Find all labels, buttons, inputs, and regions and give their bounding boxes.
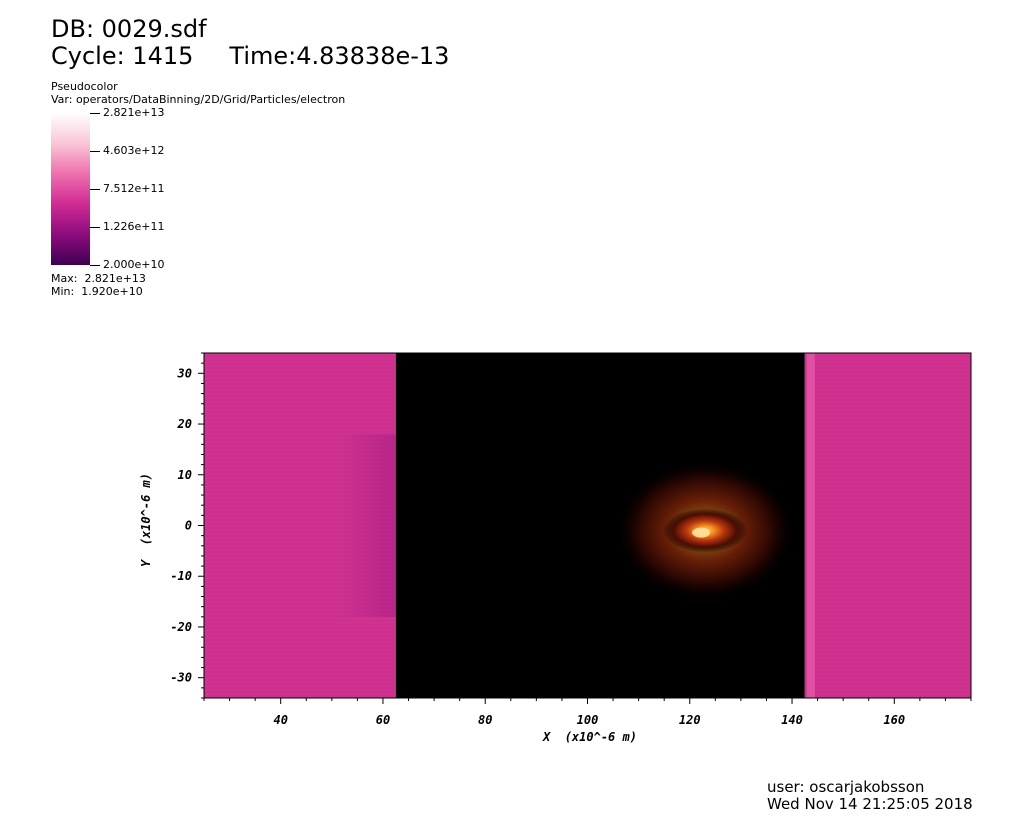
y-tick-label: 20: [177, 417, 192, 431]
heatmap-overlay: [335, 353, 815, 698]
y-tick-label: 0: [185, 519, 192, 533]
y-tick-label: -10: [170, 569, 192, 583]
x-tick-label: 120: [679, 713, 701, 727]
legend-variable: Var: operators/DataBinning/2D/Grid/Parti…: [51, 93, 346, 106]
y-tick-label: -20: [170, 620, 192, 634]
footer-date: Wed Nov 14 21:25:05 2018: [767, 795, 973, 813]
density-shading: [335, 434, 396, 617]
colorbar-tick-label: 7.512e+11: [103, 182, 165, 195]
heatmap-regions: [204, 353, 971, 698]
time-label: Time:4.83838e-13: [229, 42, 450, 70]
colorbar: [51, 113, 90, 265]
x-tick-label: 40: [273, 713, 287, 727]
hotspot-peak: [692, 527, 711, 538]
x-axis-ticks: 40 60 80 100 120 140 160: [203, 698, 972, 727]
colorbar-tick-label: 2.000e+10: [103, 258, 165, 271]
colorbar-tick: [90, 151, 100, 152]
y-tick-label: 30: [177, 366, 192, 380]
boundary-stripe: [806, 353, 815, 698]
colorbar-tick: [90, 227, 100, 228]
colorbar-tick: [90, 189, 100, 190]
x-tick-label: 140: [781, 713, 803, 727]
cycle-time-line: Cycle: 1415 Time:4.83838e-13: [51, 43, 449, 69]
y-axis-label: Y (x10^-6 m): [139, 473, 153, 567]
x-tick-label: 60: [376, 713, 390, 727]
x-tick-label: 100: [577, 713, 599, 727]
x-axis-label: X (x10^-6 m): [542, 730, 637, 744]
legend-min: Min: 1.920e+10: [51, 285, 143, 298]
footer-user: user: oscarjakobsson: [767, 778, 925, 796]
legend-max: Max: 2.821e+13: [51, 272, 146, 285]
y-tick-label: -30: [170, 671, 192, 685]
colorbar-tick-label: 4.603e+12: [103, 144, 165, 157]
heatmap-texture: [804, 353, 971, 698]
x-tick-label: 80: [478, 713, 492, 727]
x-tick-label: 160: [883, 713, 905, 727]
colorbar-tick-label: 2.821e+13: [103, 106, 165, 119]
y-tick-label: 10: [178, 468, 192, 482]
cycle-label: Cycle: 1415: [51, 42, 194, 70]
legend-plot-type: Pseudocolor: [51, 80, 118, 93]
y-axis-ticks: 30 20 10 0 -10 -20 -30: [170, 352, 204, 699]
colorbar-tick: [90, 265, 100, 266]
colorbar-tick: [90, 113, 100, 114]
database-title: DB: 0029.sdf: [51, 15, 207, 43]
colorbar-tick-label: 1.226e+11: [103, 220, 165, 233]
